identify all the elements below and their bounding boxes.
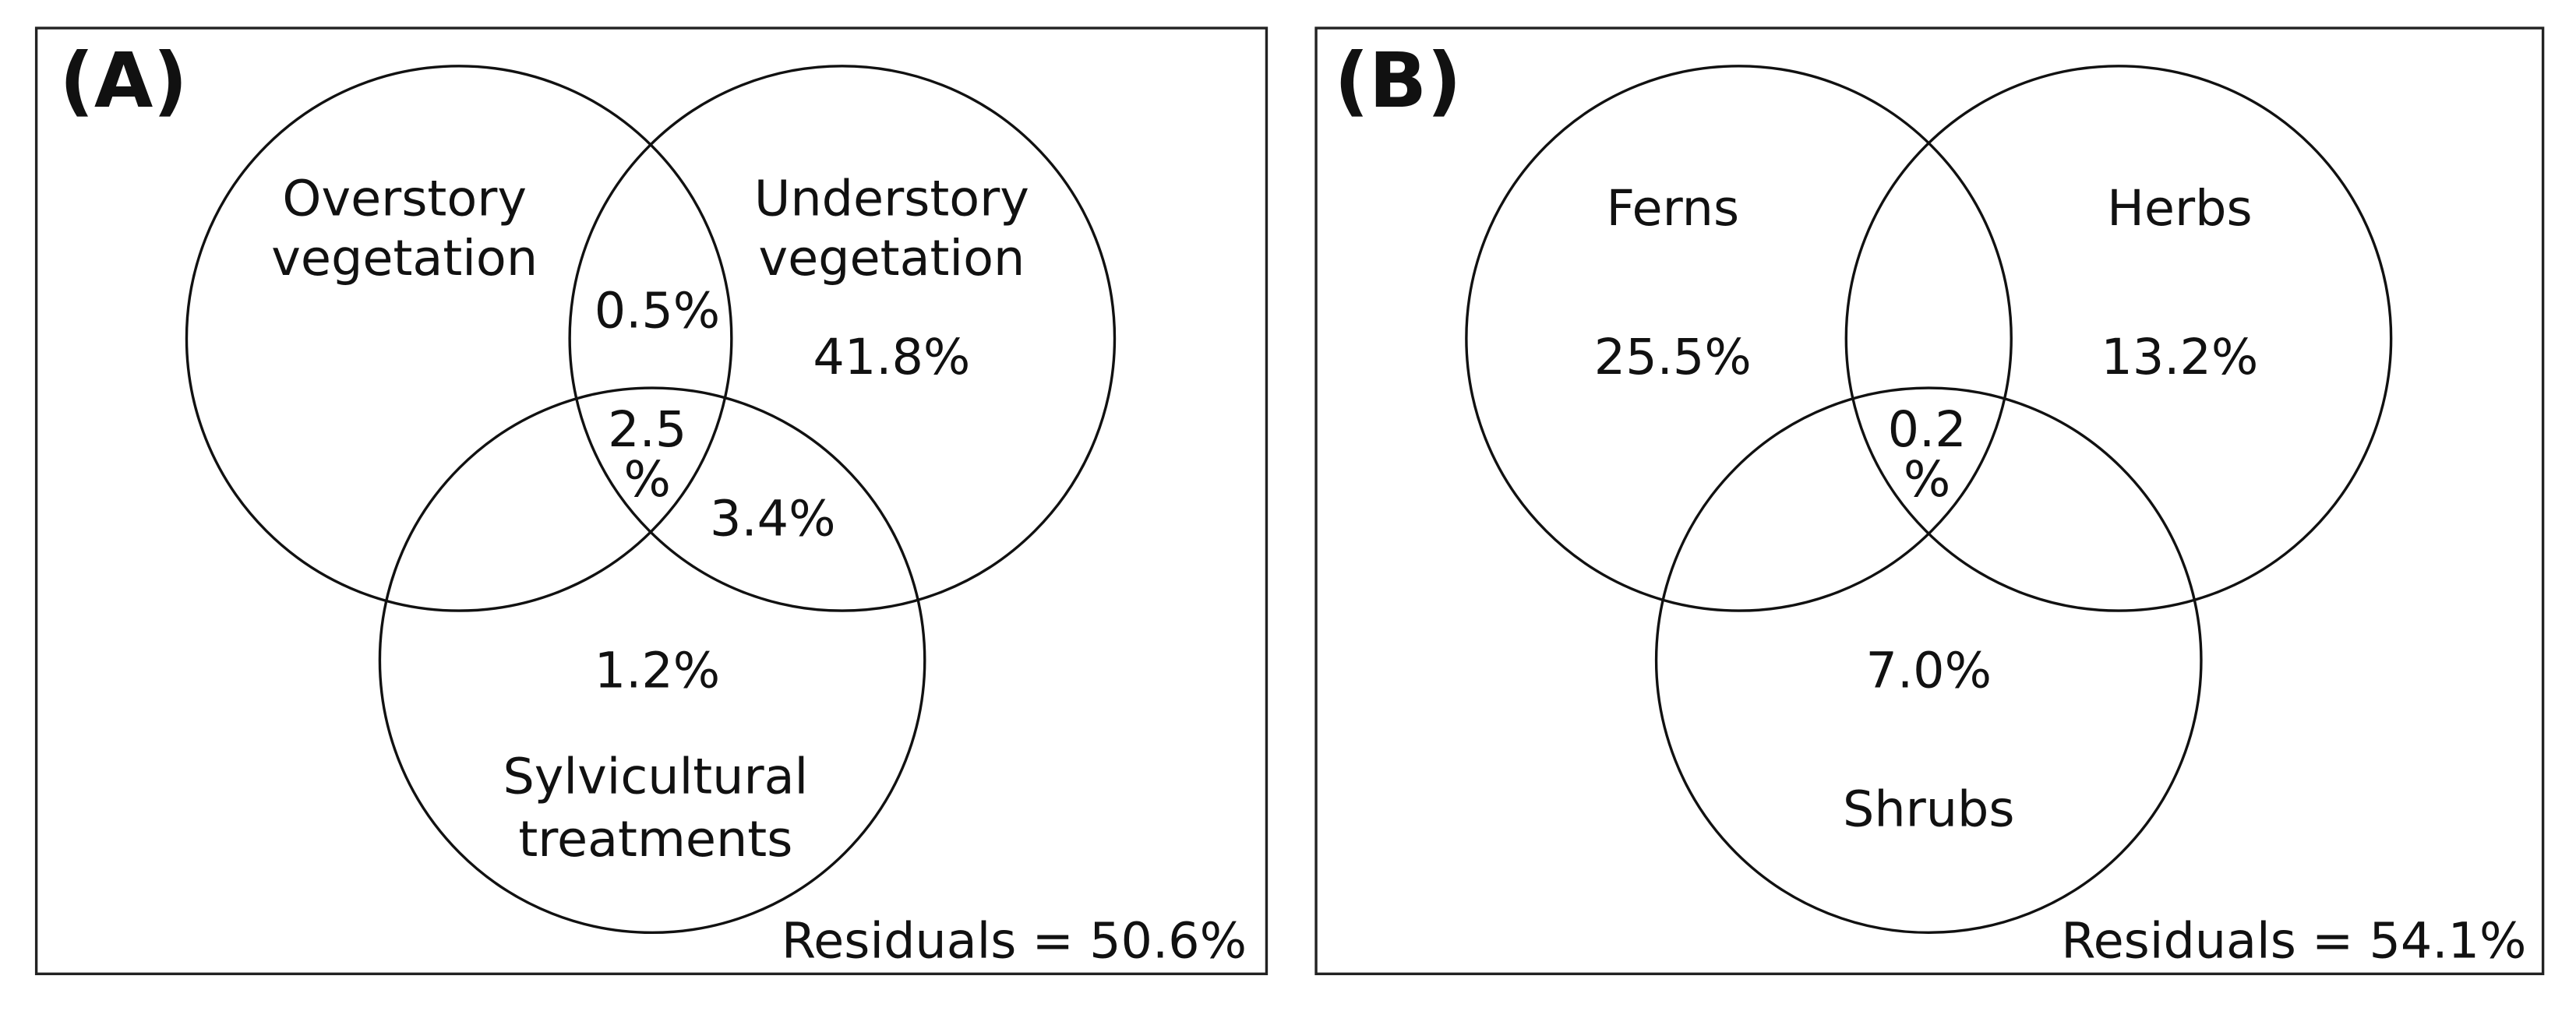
circle-label: Understory vegetation (754, 169, 1029, 286)
region-value-line: % (1904, 449, 1950, 507)
region-value: 1.2% (595, 641, 720, 699)
region-value: 13.2% (2101, 328, 2258, 386)
region-value: 41.8% (813, 328, 970, 386)
region-value-line: 7.0% (1866, 641, 1992, 699)
region-value-line: 3.4% (710, 489, 835, 547)
venn-circle (568, 65, 1117, 612)
circle-label-line: Sylvicultural (503, 747, 808, 805)
region-value-line: 2.5 (608, 400, 686, 458)
circle-label-line: Shrubs (1843, 780, 2015, 837)
circle-label: Ferns (1606, 179, 1739, 237)
circle-label: Shrubs (1843, 780, 2015, 837)
region-value-line: 1.2% (595, 641, 720, 699)
panel-label: (B) (1334, 37, 1461, 125)
panel-frame (34, 26, 1269, 976)
panel-frame (1314, 26, 2545, 976)
circle-label-line: Understory (754, 169, 1029, 227)
venn-circle (378, 386, 926, 935)
residuals: Residuals = 54.1% (2061, 912, 2526, 970)
region-value-line: 0.5% (595, 281, 720, 339)
region-value-line: 0.2 (1888, 400, 1967, 458)
circle-label-line: Ferns (1606, 179, 1739, 237)
region-value-line: 41.8% (813, 328, 970, 386)
panel-label: (A) (59, 37, 188, 125)
residuals: Residuals = 50.6% (782, 912, 1247, 970)
region-value-line: % (624, 449, 671, 507)
region-value: 0.2% (1888, 400, 1967, 508)
circle-label-line: Herbs (2107, 179, 2253, 237)
circle-label-line: vegetation (271, 228, 538, 286)
region-value: 3.4% (710, 489, 835, 547)
venn-circle (1844, 65, 2393, 612)
circle-label: Overstory vegetation (271, 169, 538, 286)
circle-label-line: Overstory (282, 169, 527, 227)
region-value-line: 25.5% (1594, 328, 1752, 386)
circle-label: Sylvicultural treatments (503, 747, 808, 868)
region-value: 7.0% (1866, 641, 1992, 699)
venn-circle (185, 65, 733, 612)
region-value: 0.5% (595, 281, 720, 339)
circle-label-line: treatments (518, 809, 792, 867)
region-value-line: 13.2% (2101, 328, 2258, 386)
circle-label-line: vegetation (758, 228, 1025, 286)
venn-circle (1465, 65, 2013, 612)
venn-circle (1654, 386, 2203, 935)
region-value: 2.5% (608, 400, 686, 508)
region-value: 25.5% (1594, 328, 1752, 386)
circle-label: Herbs (2107, 179, 2253, 237)
